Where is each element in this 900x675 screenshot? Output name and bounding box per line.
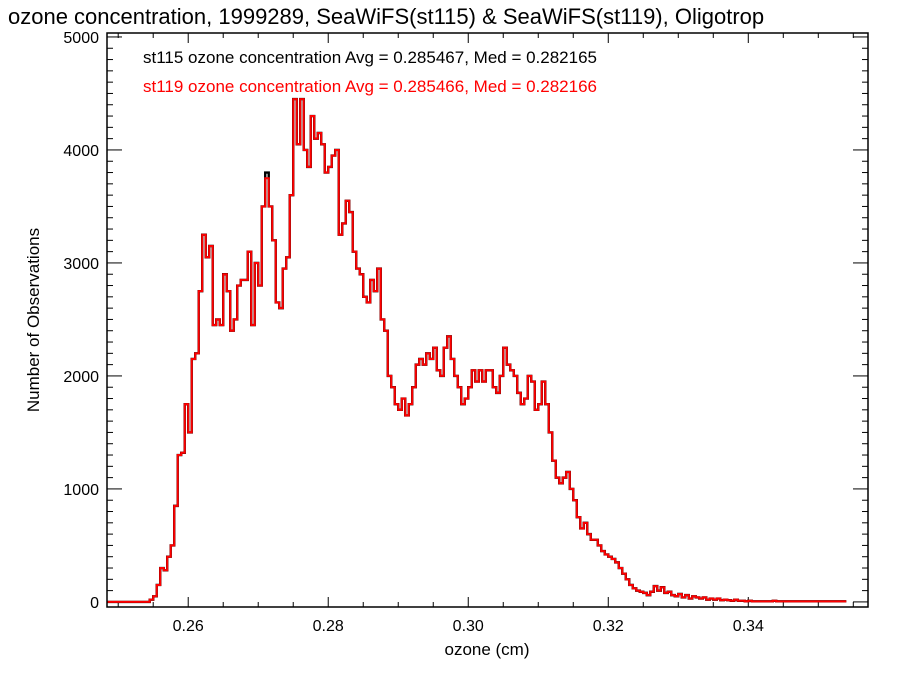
y-tick-label: 5000 <box>63 30 99 47</box>
chart-title: ozone concentration, 1999289, SeaWiFS(st… <box>8 4 765 29</box>
x-tick-label: 0.32 <box>593 618 624 635</box>
y-tick-label: 0 <box>90 595 99 612</box>
x-tick-label: 0.28 <box>313 618 344 635</box>
y-axis-label: Number of Observations <box>24 228 43 412</box>
y-tick-label: 2000 <box>63 369 99 386</box>
y-tick-labels: 0 1000 2000 3000 4000 5000 <box>63 30 99 612</box>
x-tick-label: 0.26 <box>173 618 204 635</box>
series-st115-line <box>107 97 847 604</box>
x-tick-labels: 0.26 0.28 0.30 0.32 0.34 <box>173 618 764 635</box>
x-tick-label: 0.34 <box>733 618 764 635</box>
y-tick-label: 1000 <box>63 482 99 499</box>
y-tick-label: 3000 <box>63 256 99 273</box>
y-tick-label: 4000 <box>63 143 99 160</box>
legend-st115: st115 ozone concentration Avg = 0.285467… <box>143 48 597 67</box>
x-axis-label: ozone (cm) <box>444 640 529 659</box>
series-lines <box>107 97 847 604</box>
series-st119-line <box>107 98 847 603</box>
x-tick-label: 0.30 <box>453 618 484 635</box>
legend-st119: st119 ozone concentration Avg = 0.285466… <box>143 77 597 96</box>
plot-frame <box>106 32 869 608</box>
axis-ticks <box>107 33 868 607</box>
